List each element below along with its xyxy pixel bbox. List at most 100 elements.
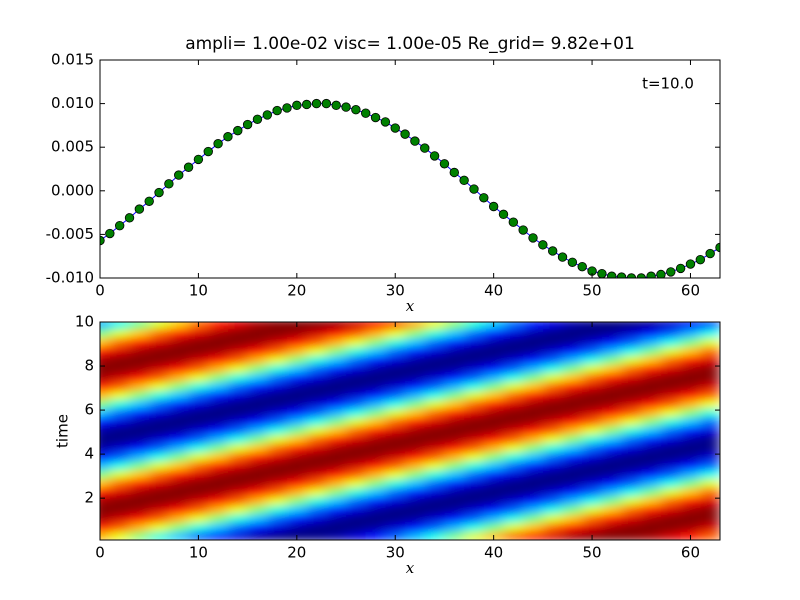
heatmap-cell bbox=[680, 328, 701, 339]
heatmap-cell bbox=[601, 381, 623, 391]
heatmap-cell bbox=[523, 434, 544, 444]
heatmap-cell bbox=[267, 460, 288, 471]
heatmap-cell bbox=[365, 363, 386, 374]
heatmap-cell bbox=[247, 337, 268, 347]
heatmap-cell bbox=[286, 513, 308, 523]
marker bbox=[459, 175, 469, 186]
marker bbox=[449, 167, 459, 178]
heatmap-cell bbox=[149, 495, 170, 506]
heatmap-cell bbox=[168, 478, 190, 488]
marker bbox=[292, 100, 302, 111]
heatmap-cell bbox=[385, 416, 406, 427]
heatmap-cell bbox=[424, 337, 446, 347]
heatmap-cell bbox=[405, 443, 426, 453]
heatmap-cell bbox=[208, 381, 229, 391]
heatmap-cell bbox=[188, 416, 209, 427]
heatmap-cell bbox=[562, 390, 583, 400]
heatmap-cell bbox=[109, 390, 131, 400]
heatmap-cell bbox=[405, 407, 426, 418]
heatmap-cell bbox=[306, 495, 327, 506]
heatmap-cell bbox=[483, 381, 505, 391]
heatmap-cell bbox=[227, 531, 249, 540]
heatmap-cell bbox=[660, 504, 682, 515]
heatmap-cell bbox=[208, 363, 229, 374]
heatmap-cell bbox=[503, 425, 524, 435]
heatmap-cell bbox=[621, 425, 642, 435]
heatmap-cell bbox=[523, 322, 544, 330]
heatmap-cell bbox=[365, 460, 386, 471]
heatmap-cell bbox=[424, 504, 446, 515]
heatmap-cell bbox=[306, 469, 327, 479]
heatmap-cell bbox=[286, 495, 308, 506]
heatmap-cell bbox=[405, 495, 426, 506]
heatmap-cell bbox=[464, 425, 485, 435]
heatmap-cell bbox=[641, 363, 662, 374]
heatmap-cell bbox=[542, 487, 564, 497]
heatmap-cell bbox=[100, 513, 111, 523]
heatmap-cell bbox=[109, 381, 131, 391]
heatmap-cell bbox=[129, 443, 150, 453]
heatmap-cell bbox=[247, 513, 268, 523]
heatmap-cell bbox=[100, 487, 111, 497]
heatmap-cell bbox=[464, 390, 485, 400]
heatmap-cell bbox=[621, 504, 642, 515]
heatmap-cell bbox=[306, 416, 327, 427]
heatmap-cell bbox=[306, 381, 327, 391]
heatmap-cell bbox=[660, 478, 682, 488]
heatmap-cell bbox=[365, 337, 386, 347]
heatmap-cell bbox=[601, 337, 623, 347]
heatmap-cell bbox=[326, 495, 347, 506]
heatmap-cell bbox=[483, 487, 505, 497]
heatmap-cell bbox=[444, 363, 465, 374]
heatmap-cell bbox=[601, 487, 623, 497]
heatmap-cell bbox=[129, 451, 150, 462]
heatmap-cell bbox=[660, 416, 682, 427]
heatmap-cell bbox=[129, 513, 150, 523]
heatmap-cell bbox=[227, 328, 249, 339]
heatmap-cell bbox=[326, 363, 347, 374]
heatmap-cell bbox=[346, 460, 367, 471]
heatmap-cell bbox=[523, 504, 544, 515]
heatmap-cell bbox=[503, 390, 524, 400]
marker bbox=[321, 98, 332, 109]
heatmap-cell bbox=[188, 443, 209, 453]
y-tick-label: -0.010 bbox=[46, 269, 94, 287]
heatmap-cell bbox=[306, 355, 327, 365]
heatmap-cell bbox=[621, 531, 642, 540]
heatmap-cell bbox=[129, 460, 150, 471]
heatmap-cell bbox=[267, 337, 288, 347]
heatmap-cell bbox=[503, 504, 524, 515]
heatmap-cell bbox=[582, 425, 603, 435]
heatmap-cell bbox=[601, 495, 623, 506]
heatmap-cell bbox=[326, 390, 347, 400]
heatmap-cell bbox=[444, 322, 465, 330]
heatmap-cell bbox=[365, 416, 386, 427]
heatmap-cell bbox=[385, 399, 406, 409]
heatmap-cell bbox=[168, 372, 190, 383]
heatmap-cell bbox=[562, 399, 583, 409]
heatmap-cell bbox=[306, 328, 327, 339]
heatmap-cell bbox=[562, 355, 583, 365]
heatmap-cell bbox=[542, 416, 564, 427]
heatmap-cell bbox=[385, 355, 406, 365]
heatmap-cell bbox=[660, 399, 682, 409]
heatmap-cell bbox=[582, 460, 603, 471]
heatmap-cell bbox=[346, 434, 367, 444]
heatmap-cell bbox=[286, 522, 308, 532]
heatmap-cell bbox=[424, 407, 446, 418]
heatmap-cell bbox=[464, 522, 485, 532]
heatmap-cell bbox=[365, 399, 386, 409]
heatmap-cell bbox=[168, 504, 190, 515]
heatmap-cell bbox=[188, 363, 209, 374]
heatmap-cell bbox=[424, 346, 446, 356]
heatmap-cell bbox=[326, 346, 347, 356]
heatmap-cell bbox=[680, 460, 701, 471]
heatmap-cell bbox=[680, 399, 701, 409]
heatmap-cell bbox=[523, 522, 544, 532]
heatmap-cell bbox=[306, 390, 327, 400]
heatmap-cell bbox=[660, 495, 682, 506]
heatmap-cell bbox=[286, 372, 308, 383]
heatmap-cell bbox=[109, 355, 131, 365]
heatmap-cell bbox=[444, 434, 465, 444]
heatmap-cell bbox=[405, 363, 426, 374]
